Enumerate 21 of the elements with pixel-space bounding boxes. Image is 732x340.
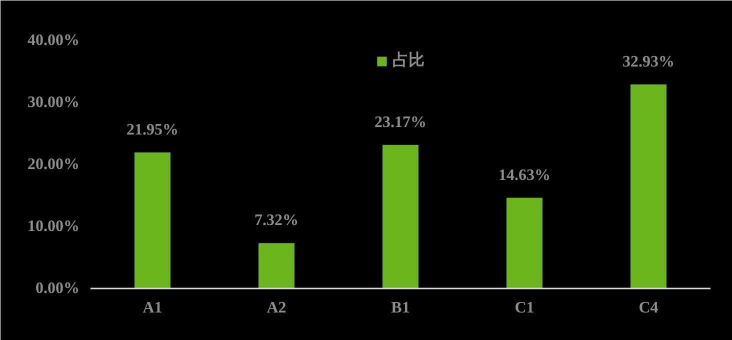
text: 21.95% (126, 121, 178, 138)
text: 32.93% (622, 53, 674, 70)
bar (134, 152, 170, 288)
bar (382, 144, 418, 288)
x-tick-label: C4 (638, 300, 658, 316)
y-tick-label: 40.00% (28, 32, 80, 49)
x-tick-label: A2 (266, 300, 286, 316)
y-tick-label: 0.00% (36, 280, 80, 297)
bar (506, 198, 542, 288)
bar (258, 243, 294, 288)
y-tick-label: 10.00% (28, 218, 80, 235)
text: 7.32% (254, 212, 298, 230)
x-tick-label: C1 (514, 300, 534, 316)
y-tick-label: 30.00% (28, 94, 80, 111)
x-tick-label: A1 (142, 300, 162, 316)
legend-label: 占比 (392, 50, 424, 71)
text: 23.17% (374, 114, 426, 131)
y-tick-label: 20.00% (28, 156, 80, 173)
x-tick-label: B1 (391, 300, 410, 316)
bar (630, 84, 666, 288)
text: 14.63% (498, 166, 550, 184)
